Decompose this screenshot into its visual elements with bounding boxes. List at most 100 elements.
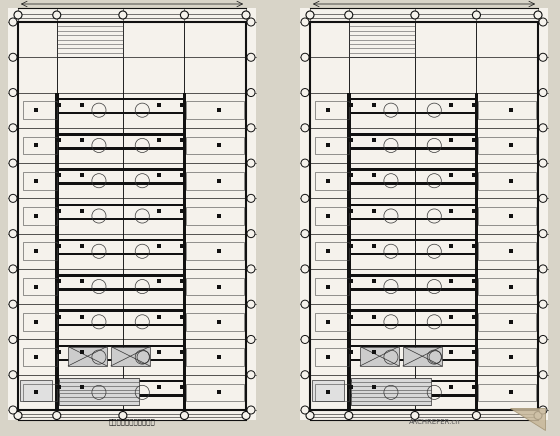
Bar: [22, 207, 57, 225]
Circle shape: [53, 11, 60, 19]
Bar: [349, 239, 477, 242]
Bar: [57, 218, 184, 220]
Bar: [347, 304, 351, 340]
Bar: [111, 347, 150, 366]
Bar: [157, 385, 161, 389]
Circle shape: [247, 159, 255, 167]
Bar: [57, 138, 61, 142]
Bar: [34, 390, 38, 395]
Bar: [18, 22, 246, 410]
Bar: [472, 138, 476, 142]
Bar: [57, 168, 184, 171]
Bar: [157, 103, 161, 107]
Bar: [372, 314, 376, 319]
Bar: [315, 384, 349, 401]
Bar: [157, 314, 161, 319]
Circle shape: [301, 89, 309, 96]
Bar: [57, 350, 61, 354]
Bar: [472, 244, 476, 248]
Bar: [186, 136, 244, 154]
Circle shape: [306, 11, 314, 19]
Circle shape: [242, 412, 250, 419]
Bar: [372, 174, 376, 177]
Circle shape: [411, 412, 419, 419]
Circle shape: [9, 406, 17, 414]
Bar: [34, 214, 38, 218]
Bar: [475, 128, 478, 163]
Circle shape: [539, 300, 547, 308]
Circle shape: [301, 53, 309, 61]
Bar: [57, 133, 184, 136]
Bar: [217, 179, 221, 183]
Circle shape: [247, 194, 255, 202]
Bar: [475, 375, 478, 410]
Bar: [300, 8, 548, 420]
Bar: [508, 249, 512, 253]
Bar: [449, 138, 454, 142]
Bar: [57, 209, 61, 213]
Bar: [349, 314, 353, 319]
Circle shape: [9, 194, 17, 202]
Circle shape: [539, 89, 547, 96]
Bar: [349, 359, 477, 361]
Bar: [34, 320, 38, 324]
Bar: [80, 350, 84, 354]
Bar: [475, 198, 478, 234]
Circle shape: [534, 412, 542, 419]
Bar: [57, 147, 184, 150]
Circle shape: [247, 371, 255, 379]
Bar: [372, 138, 376, 142]
Bar: [475, 340, 478, 375]
Bar: [22, 172, 57, 190]
Circle shape: [119, 11, 127, 19]
Bar: [449, 103, 454, 107]
Bar: [472, 385, 476, 389]
Bar: [508, 143, 512, 147]
Bar: [34, 108, 38, 112]
Circle shape: [180, 412, 188, 419]
Bar: [326, 179, 330, 183]
Bar: [57, 183, 184, 185]
Circle shape: [9, 300, 17, 308]
Bar: [186, 384, 244, 401]
Bar: [349, 147, 477, 150]
Circle shape: [9, 53, 17, 61]
Bar: [57, 274, 184, 277]
Bar: [22, 384, 57, 401]
Bar: [349, 350, 353, 354]
Bar: [472, 279, 476, 283]
Bar: [217, 108, 221, 112]
Circle shape: [345, 412, 353, 419]
Bar: [349, 112, 477, 114]
Bar: [157, 279, 161, 283]
Bar: [478, 136, 536, 154]
Bar: [475, 92, 478, 128]
Bar: [349, 209, 353, 213]
Bar: [57, 244, 61, 248]
Bar: [347, 340, 351, 375]
Bar: [180, 138, 184, 142]
Bar: [22, 278, 57, 295]
Bar: [349, 288, 477, 291]
Bar: [315, 348, 349, 366]
Circle shape: [301, 300, 309, 308]
Bar: [326, 249, 330, 253]
Circle shape: [534, 11, 542, 19]
Bar: [508, 179, 512, 183]
Bar: [217, 143, 221, 147]
Circle shape: [9, 124, 17, 132]
Bar: [449, 350, 454, 354]
Bar: [478, 207, 536, 225]
Bar: [472, 209, 476, 213]
Bar: [57, 253, 184, 255]
Circle shape: [301, 335, 309, 344]
Bar: [68, 347, 107, 366]
Bar: [349, 204, 477, 206]
Circle shape: [539, 53, 547, 61]
Bar: [55, 375, 58, 410]
Bar: [186, 207, 244, 225]
Bar: [315, 207, 349, 225]
Bar: [180, 385, 184, 389]
Bar: [349, 385, 353, 389]
Bar: [80, 314, 84, 319]
